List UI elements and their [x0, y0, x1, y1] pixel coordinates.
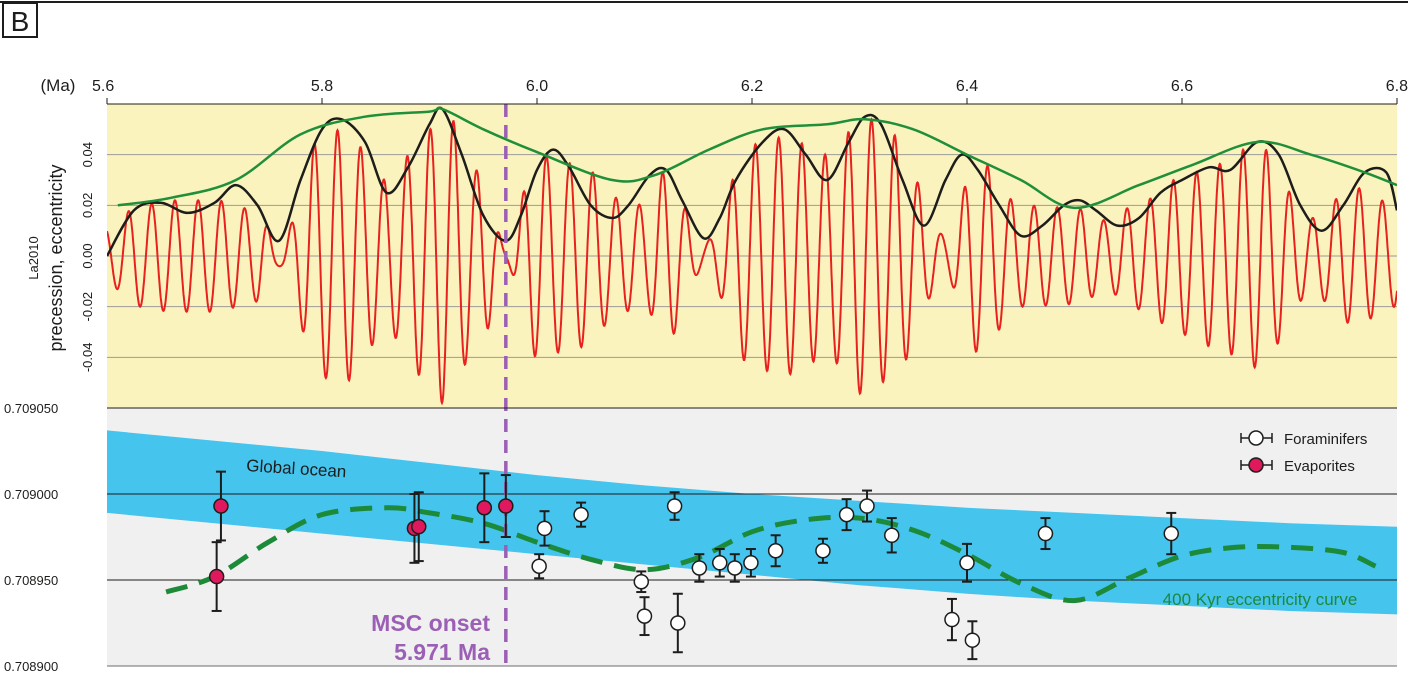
evaporite-point: [476, 472, 493, 544]
legend-foraminifers-label: Foraminifers: [1284, 431, 1367, 448]
panel-label-box: [2, 2, 38, 38]
x-tick-label: 6.4: [956, 78, 978, 95]
evaporite-point: [498, 474, 514, 538]
envelope-400kyr-line: [117, 106, 1397, 210]
orbital-y-tick-label: 0.02: [80, 193, 95, 218]
msc-onset-title: MSC onset: [371, 610, 490, 636]
foraminifer-point: [859, 489, 875, 523]
strontium-panel-gridlines: [107, 493, 1397, 667]
orbital-y-axis-ticks: -0.04 -0.02 0.00 0.02 0.04: [80, 142, 95, 372]
panel-label: B: [11, 6, 30, 37]
x-tick-label: 6.6: [1171, 78, 1193, 95]
point-marker: [727, 560, 743, 576]
global-ocean-band: [107, 430, 1397, 615]
point-marker: [859, 498, 875, 514]
msc-onset-value: 5.971 Ma: [394, 639, 490, 665]
point-marker: [691, 560, 708, 576]
foraminifer-point: [712, 548, 728, 578]
strontium-y-tick-label: 0.709000: [4, 487, 58, 502]
foraminifer-point: [573, 501, 589, 528]
point-marker: [964, 632, 981, 648]
strontium-y-tick-label: 0.708950: [4, 573, 58, 588]
x-tick-label: 5.8: [311, 78, 333, 95]
point-marker: [476, 500, 493, 516]
evaporite-point: [411, 491, 427, 563]
x-tick-label: 6.8: [1386, 78, 1408, 95]
evaporite-point: [208, 541, 225, 612]
x-tick-label: 6.0: [526, 78, 548, 95]
point-marker: [666, 498, 683, 514]
foraminifer-point: [666, 491, 683, 521]
x-tick-label: 6.2: [741, 78, 763, 95]
strontium-y-tick-label: 0.709050: [4, 401, 58, 416]
point-marker: [944, 611, 960, 628]
strontium-data-points: [208, 470, 1179, 661]
foraminifer-point: [691, 553, 708, 583]
legend-evaporites-marker: [1240, 457, 1273, 473]
eccentricity-curve-label: 400 Kyr eccentricity curve: [1163, 590, 1358, 609]
point-marker: [712, 555, 728, 571]
legend-foraminifers-marker: [1240, 430, 1273, 446]
point-marker: [498, 498, 514, 514]
point-marker: [208, 568, 225, 585]
point-marker: [838, 506, 855, 523]
foraminifer-point: [636, 596, 653, 637]
orbital-y-tick-label: -0.04: [80, 343, 95, 373]
precession-line: [107, 117, 1397, 406]
point-marker: [743, 555, 759, 571]
point-marker: [815, 543, 831, 559]
orbital-y-axis-source-label: La2010: [26, 236, 41, 279]
point-marker: [636, 608, 653, 624]
foraminifer-point: [743, 548, 759, 578]
x-axis-ticks: 5.6 5.8 6.0 6.2 6.4 6.6 6.8: [92, 78, 1408, 104]
foraminifer-point: [536, 510, 553, 547]
orbital-y-axis-label: precession, eccentricity: [46, 164, 66, 351]
legend: Foraminifers Evaporites: [1240, 430, 1367, 475]
orbital-y-tick-label: 0.00: [80, 243, 95, 268]
foraminifer-point: [767, 534, 784, 568]
foraminifer-point: [670, 592, 686, 654]
strontium-y-axis-ticks: 0.708900 0.708950 0.709000 0.709050: [4, 401, 58, 674]
foraminifer-point: [531, 553, 547, 580]
foraminifer-point: [959, 542, 975, 583]
eccentricity-line: [107, 106, 1397, 257]
point-marker: [1163, 525, 1179, 542]
point-marker: [536, 520, 553, 537]
foraminifer-point: [838, 498, 855, 532]
point-marker: [959, 555, 975, 571]
point-marker: [884, 527, 900, 544]
strontium-y-tick-label: 0.708900: [4, 659, 58, 674]
foraminifer-point: [944, 597, 960, 642]
point-marker: [767, 543, 784, 559]
orbital-y-tick-label: 0.04: [80, 142, 95, 167]
legend-evaporites-label: Evaporites: [1284, 458, 1355, 475]
point-marker: [531, 558, 547, 574]
x-tick-label: 5.6: [92, 78, 114, 95]
point-marker: [213, 498, 229, 514]
foraminifer-point: [1163, 511, 1179, 556]
foraminifer-point: [633, 570, 650, 594]
point-marker: [1037, 525, 1054, 542]
point-marker: [633, 573, 650, 590]
foraminifer-point: [727, 553, 743, 583]
foraminifer-point: [815, 537, 831, 564]
foraminifer-point: [884, 517, 900, 554]
orbital-y-tick-label: -0.02: [80, 292, 95, 322]
point-marker: [411, 518, 427, 535]
point-marker: [670, 615, 686, 631]
foraminifer-point: [964, 620, 981, 661]
evaporite-point: [213, 470, 229, 542]
eccentricity-400kyr-curve: [165, 505, 1377, 604]
foraminifer-point: [1037, 517, 1054, 551]
x-axis-unit-label: (Ma): [41, 76, 76, 95]
point-marker: [573, 506, 589, 523]
